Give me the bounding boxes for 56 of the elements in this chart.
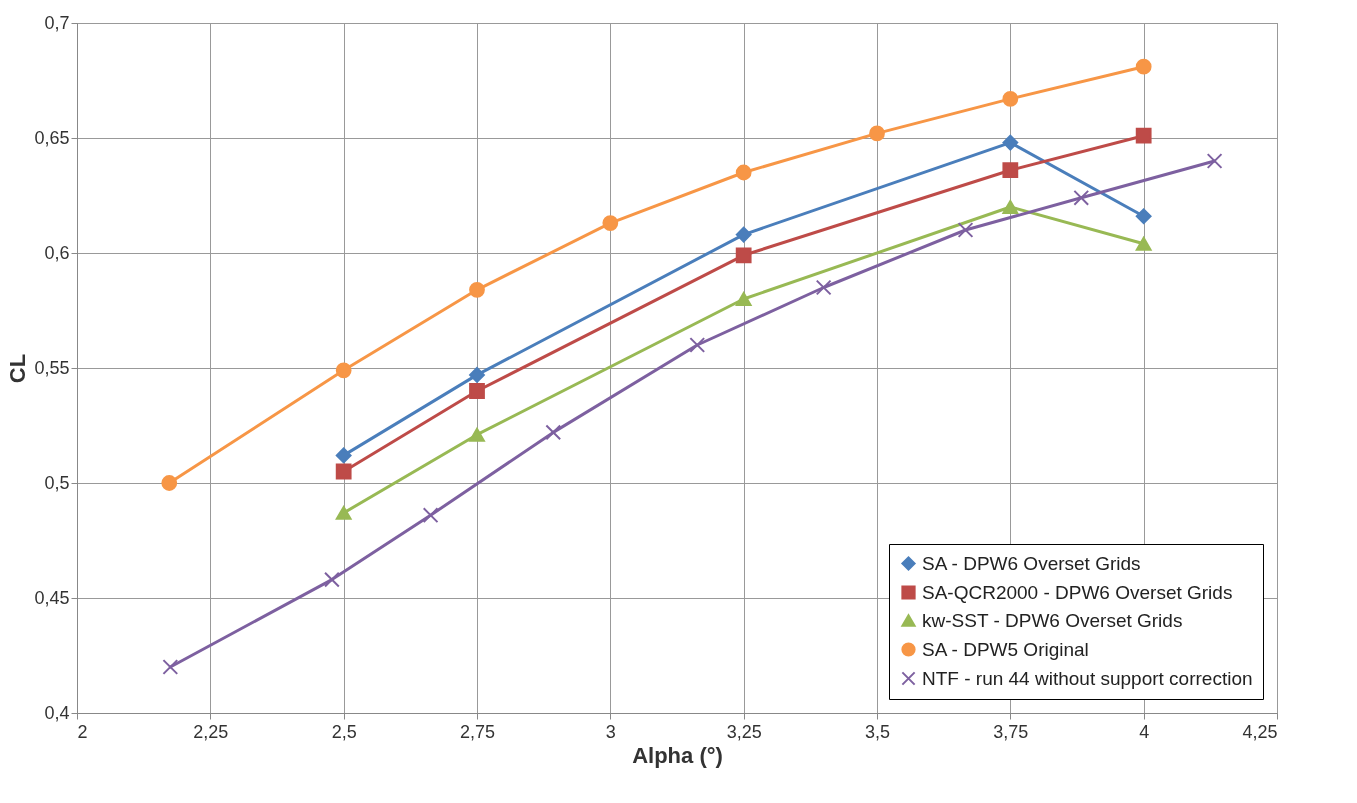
point [469, 367, 485, 383]
point [735, 247, 752, 264]
point [1002, 134, 1019, 151]
legend-label: kw-SST - DPW6 Overset Grids [922, 609, 1183, 631]
point [869, 125, 885, 142]
point [602, 215, 619, 231]
point [545, 424, 562, 441]
legend-label: SA-QCR2000 - DPW6 Overset Grids [922, 581, 1233, 603]
y-tick-label: 0,55 [34, 357, 70, 378]
y-tick-label: 0,45 [34, 587, 70, 608]
point [162, 659, 179, 675]
x-tick-label: 3,5 [864, 721, 891, 742]
point [1073, 189, 1090, 206]
y-tick-label: 0,65 [34, 127, 70, 148]
x-tick-label: 2,5 [331, 721, 357, 742]
point [1206, 153, 1223, 169]
point [1002, 91, 1019, 107]
point [335, 447, 352, 464]
point [1002, 200, 1019, 214]
x-tick-label: 4 [1139, 721, 1150, 742]
point [324, 571, 340, 588]
point [161, 475, 178, 491]
x-tick-label: 2,75 [459, 721, 496, 742]
x-tick-label: 2 [77, 721, 88, 742]
point [469, 383, 485, 399]
point [735, 226, 752, 243]
x-tick-label: 2,25 [193, 721, 229, 742]
y-tick-label: 0,7 [44, 12, 70, 33]
point [1135, 127, 1152, 144]
point [735, 164, 752, 181]
point [1002, 162, 1019, 179]
point [422, 507, 439, 524]
point [957, 222, 974, 238]
point [335, 362, 352, 379]
legend-label: SA - DPW6 Overset Grids [922, 552, 1141, 574]
x-tick-label: 3,75 [993, 721, 1029, 742]
y-tick-label: 0,4 [44, 702, 70, 723]
y-axis-title: CL [5, 353, 31, 384]
point [1135, 236, 1152, 251]
y-tick-label: 0,6 [44, 242, 70, 263]
point [815, 279, 832, 296]
x-tick-label: 4,25 [1242, 721, 1278, 742]
y-tick-label: 0,5 [44, 472, 70, 493]
x-axis-title: Alpha (°) [632, 742, 723, 768]
legend-label: NTF - run 44 without support correction [922, 667, 1253, 689]
point [689, 337, 706, 353]
point [1135, 208, 1152, 225]
x-tick-label: 3,25 [726, 721, 762, 742]
point [335, 505, 352, 520]
point [469, 427, 485, 442]
x-tick-label: 3 [605, 721, 616, 742]
legend-label: SA - DPW5 Original [922, 638, 1089, 660]
point [335, 463, 352, 480]
point [735, 292, 752, 306]
point [469, 281, 485, 298]
point [1135, 58, 1152, 75]
